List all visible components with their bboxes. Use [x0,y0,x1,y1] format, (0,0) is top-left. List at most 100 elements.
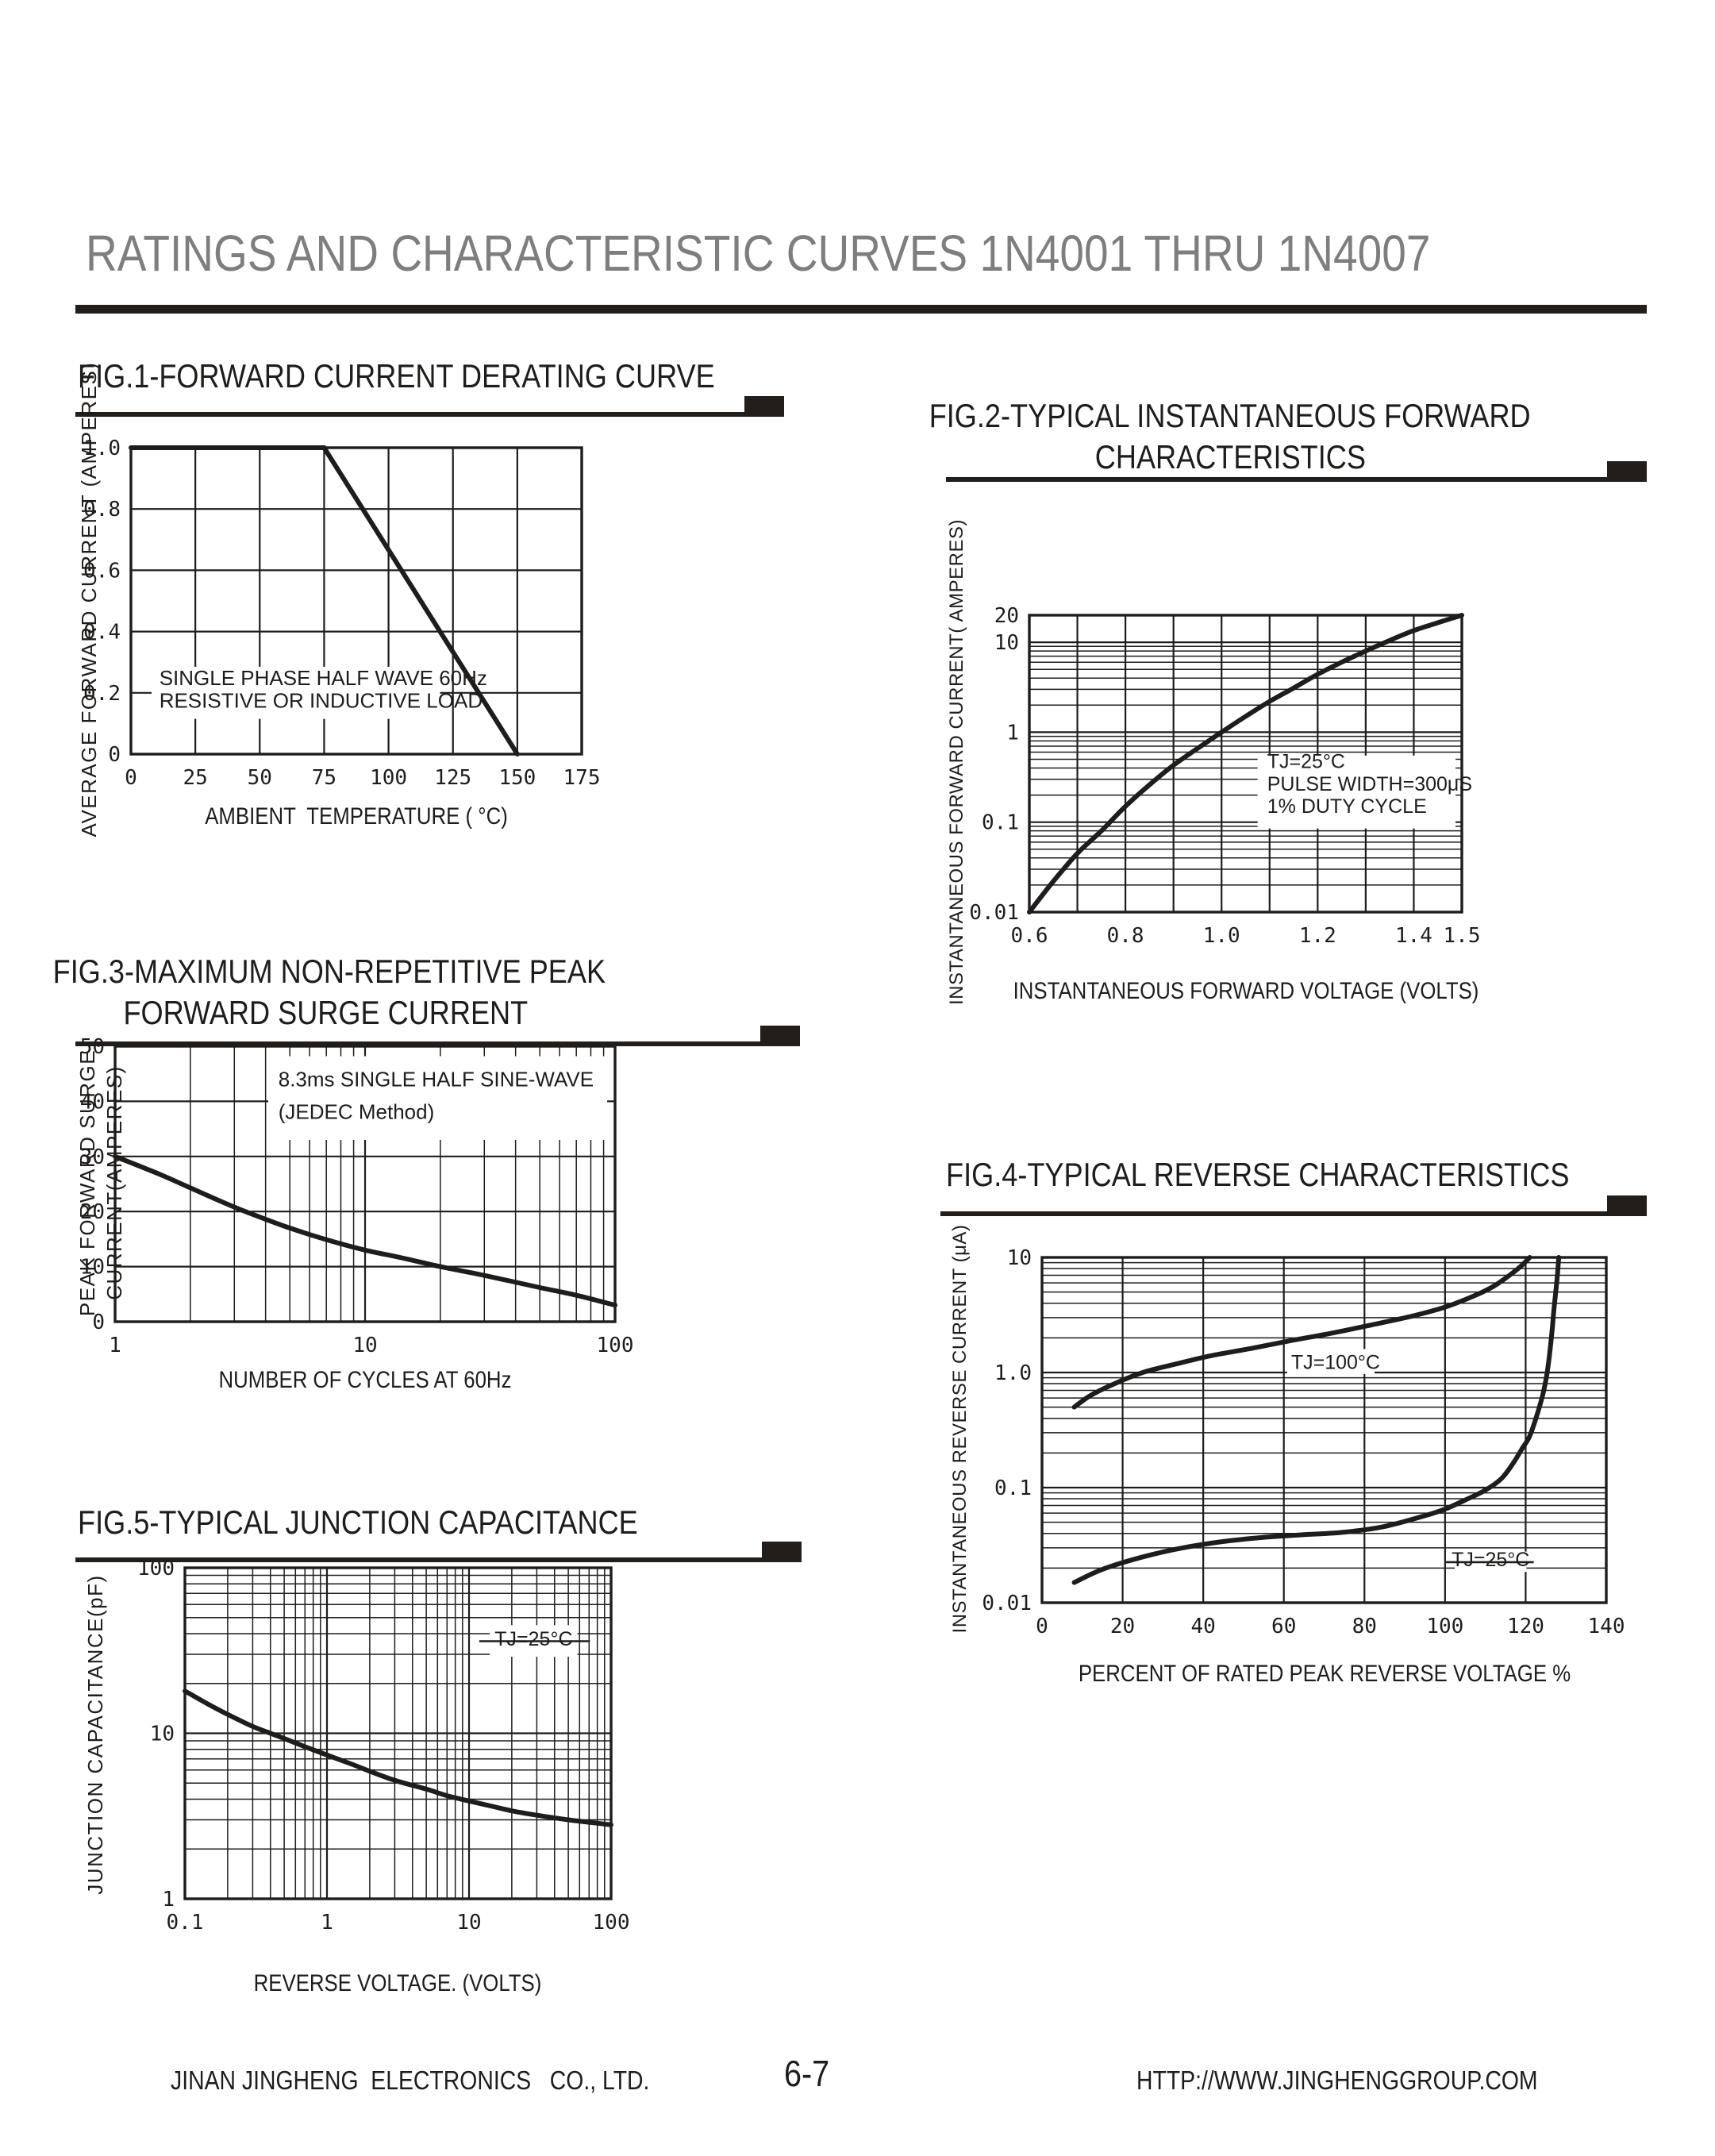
fig2-rule-square-icon [1607,461,1647,482]
fig4-y-axis-label: INSTANTANEOUS REVERSE CURRENT (μA) [947,1225,974,1634]
svg-text:50: 50 [248,766,272,790]
fig5-y-axis-label: JUNCTION CAPACITANCE(pF) [82,1574,109,1894]
fig2-y-axis-label: INSTANTANEOUS FORWARD CURRENT( AMPERES) [944,519,971,1005]
svg-text:10: 10 [1007,1246,1032,1270]
svg-text:1: 1 [1006,721,1019,745]
minor-gridlines [1042,1261,1606,1569]
fig1-heading: FIG.1-FORWARD CURRENT DERATING CURVE [78,357,818,395]
svg-text:75: 75 [312,766,336,790]
y-tick-labels: 20 10 1 0.1 0.01 [969,604,1019,925]
fig3-x-axis-label: NUMBER OF CYCLES AT 60Hz [195,1367,536,1394]
fig5-rule [75,1542,802,1562]
fig2-curve-0 [1027,613,1464,914]
y-tick-labels: 1 10 100 [137,1557,175,1912]
fig2-x-axis-label-text: INSTANTANEOUS FORWARD VOLTAGE (VOLTS) [1013,978,1479,1004]
svg-text:0: 0 [108,743,121,767]
annotation-text: TJ=25°C [494,1628,572,1650]
plot-border [1040,1256,1608,1604]
major-gridlines [185,1568,611,1899]
major-gridlines [1042,1257,1606,1603]
svg-text:10: 10 [994,631,1019,655]
fig2-heading-line1: FIG.2-TYPICAL INSTANTANEOUS FORWARD [929,397,1531,434]
fig2-heading: FIG.2-TYPICAL INSTANTANEOUS FORWARD CHAR… [873,395,1587,478]
svg-text:1: 1 [321,1911,333,1935]
annotation-text: PULSE WIDTH=300μS [1267,773,1472,795]
svg-text:100: 100 [593,1911,630,1935]
annotation-text: (JEDEC Method) [279,1100,435,1124]
svg-text:120: 120 [1507,1615,1544,1638]
fig3-annotation: 8.3ms SINGLE HALF SINE-WAVE (JEDEC Method… [268,1056,608,1140]
y-tick-labels: 0 10 20 30 40 50 [80,1035,105,1334]
fig2-y-axis-label-text: INSTANTANEOUS FORWARD CURRENT( AMPERES) [946,519,967,1005]
x-tick-labels: 1 10 100 [109,1334,633,1357]
svg-text:0.01: 0.01 [969,901,1019,925]
x-tick-labels: 0.1 1 10 100 [167,1911,630,1935]
svg-text:0.1: 0.1 [982,811,1019,835]
plot-border [129,446,583,756]
svg-text:100: 100 [1426,1615,1463,1638]
svg-text:0.6: 0.6 [83,559,121,583]
footer-page-number-text: 6-7 [784,2053,830,2094]
footer-page-number: 6-7 [784,2052,836,2095]
footer-company: JINAN JINGHENG ELECTRONICS CO., LTD. [171,2066,728,2096]
svg-text:0: 0 [92,1311,105,1334]
fig3-rule-square-icon [760,1026,800,1046]
svg-text:20: 20 [80,1200,105,1224]
fig2-x-axis-label: INSTANTANEOUS FORWARD VOLTAGE (VOLTS) [975,978,1517,1005]
svg-text:1.0: 1.0 [1203,924,1240,948]
svg-text:20: 20 [1110,1615,1135,1638]
fig4-heading-text: FIG.4-TYPICAL REVERSE CHARACTERISTICS [946,1156,1570,1193]
svg-text:25: 25 [183,766,207,790]
fig1-curve-0 [129,445,520,757]
footer-website: HTTP://WWW.JINGHENGGROUP.COM [1136,2066,1603,2096]
title-rule [75,305,1647,314]
svg-text:140: 140 [1588,1615,1625,1638]
annotation-text: TJ=25°C [1267,750,1345,772]
plot-border [113,1045,617,1323]
svg-text:20: 20 [994,604,1019,628]
svg-text:1: 1 [162,1888,175,1912]
fig1-y-axis-label-text: AVERAGE FORWARD CURRENT (AMPERES) [77,361,101,837]
fig1-heading-text: FIG.1-FORWARD CURRENT DERATING CURVE [78,357,715,395]
fig4-heading: FIG.4-TYPICAL REVERSE CHARACTERISTICS [946,1156,1671,1194]
fig3-curve-0 [113,1153,617,1308]
annotation-text: SINGLE PHASE HALF WAVE 60Hz [160,666,487,690]
svg-text:0.8: 0.8 [1107,924,1144,948]
annotation-text: 8.3ms SINGLE HALF SINE-WAVE [279,1068,594,1091]
fig4-curve-1 [1071,1255,1562,1585]
svg-text:10: 10 [150,1723,175,1746]
fig3-y-axis-label-line2: CURRENT(AMPERES) [102,1065,126,1300]
fig3-chart: 8.3ms SINGLE HALF SINE-WAVE (JEDEC Method… [80,1035,634,1357]
fig4-curve-0 [1071,1255,1532,1410]
svg-text:1.5: 1.5 [1444,924,1481,948]
plot-border [183,1566,613,1900]
fig3-y-axis-label-line1: PEAK FORWARD SURGE [75,1049,99,1317]
fig1-rule-square-icon [744,396,784,417]
svg-text:80: 80 [1352,1615,1377,1638]
fig4-x-axis-label: PERCENT OF RATED PEAK REVERSE VOLTAGE % [1038,1661,1610,1688]
svg-text:10: 10 [80,1256,105,1280]
svg-text:1.0: 1.0 [83,437,121,460]
svg-text:100: 100 [137,1557,175,1580]
annotation-text: 1% DUTY CYCLE [1267,795,1427,818]
fig2-heading-line2: CHARACTERISTICS [1094,438,1366,475]
plot-border [1028,614,1463,914]
fig4-y-axis-label-text: INSTANTANEOUS REVERSE CURRENT (μA) [949,1224,971,1634]
svg-text:0.2: 0.2 [83,682,121,706]
svg-text:1.2: 1.2 [1299,924,1336,948]
fig1-x-axis-label-text: AMBIENT TEMPERATURE ( °C) [205,803,508,830]
svg-text:40: 40 [80,1090,105,1114]
svg-text:10: 10 [456,1911,481,1935]
fig5-rule-square-icon [762,1542,802,1562]
annotation-text: TJ=100°C [1291,1352,1380,1374]
fig4-chart: TJ=100°C TJ=25°C 0 20 40 60 80 100 120 140 10 1.0 0.… [982,1246,1625,1638]
fig4-rule [940,1195,1647,1216]
svg-text:1.0: 1.0 [994,1361,1032,1385]
svg-text:0.8: 0.8 [83,498,121,522]
footer-company-text: JINAN JINGHENG ELECTRONICS CO., LTD. [171,2066,650,2095]
fig4-annotation: TJ=100°C [1286,1349,1380,1374]
